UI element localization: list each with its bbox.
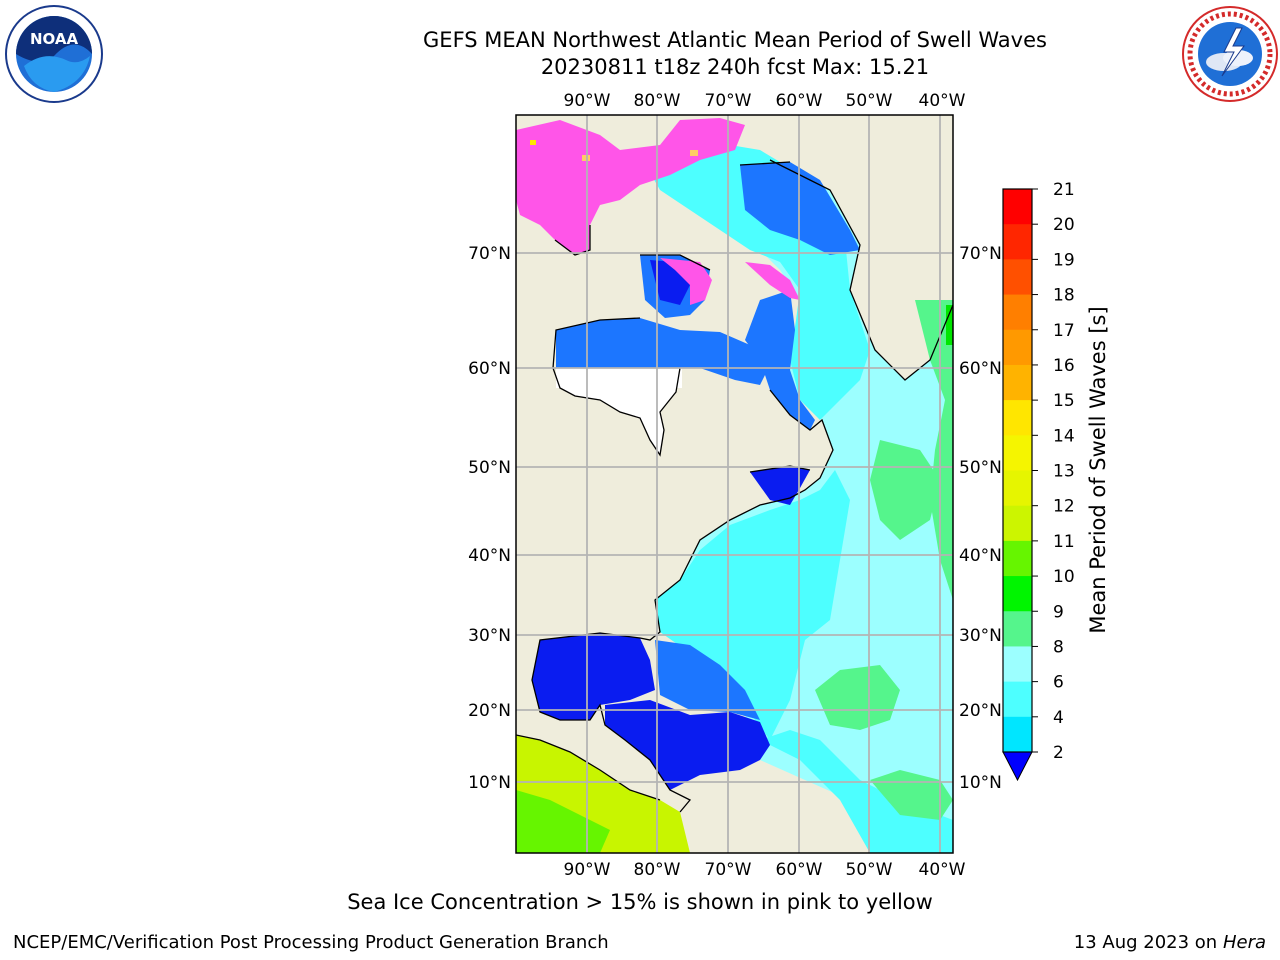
colorbar-tick-label: 16 <box>1053 356 1075 376</box>
lon-label: 60°W <box>776 91 823 111</box>
colorbar-tick-label: 13 <box>1053 462 1075 482</box>
ocean-cyan-west <box>655 470 850 740</box>
colorbar-segment <box>1003 329 1032 366</box>
labrador-coast-blue <box>745 290 815 430</box>
lat-label: 40°N <box>468 546 511 566</box>
right-lat-labels: 70°N 60°N 50°N 40°N 30°N 20°N 10°N <box>959 244 1002 793</box>
bottom-lon-labels: 90°W 80°W 70°W 60°W 50°W 40°W <box>564 860 966 880</box>
nws-logo <box>1182 6 1278 102</box>
colorbar-segment <box>1003 189 1032 225</box>
lon-label: 50°W <box>846 91 893 111</box>
colorbar-tick-label: 4 <box>1053 708 1064 728</box>
lon-label: 70°W <box>705 91 752 111</box>
top-lon-labels: 90°W 80°W 70°W 60°W 50°W 40°W <box>564 91 966 111</box>
colorbar: 21 20 19 18 17 16 15 14 13 12 11 10 9 8 6 4 2 <box>1002 180 1075 782</box>
lat-label: 10°N <box>468 773 511 793</box>
lon-label: 50°W <box>846 860 893 880</box>
lon-label: 40°W <box>919 91 966 111</box>
colorbar-segment <box>1003 505 1032 542</box>
bahamas-medblue <box>655 640 760 720</box>
footer-credit: NCEP/EMC/Verification Post Processing Pr… <box>13 932 609 953</box>
colorbar-segment <box>1003 400 1032 436</box>
colorbar-segment <box>1003 364 1032 401</box>
chart-subtitle: 20230811 t18z 240h fcst Max: 15.21 <box>540 55 930 79</box>
foxe-ice-pink <box>660 258 712 305</box>
colorbar-tick-label: 20 <box>1053 215 1075 235</box>
labrador-ice-pink <box>745 262 800 300</box>
colorbar-tick-label: 15 <box>1053 391 1075 411</box>
colorbar-segment <box>1003 435 1032 471</box>
lat-label: 50°N <box>468 458 511 478</box>
ocean-green-east <box>915 300 953 600</box>
lat-label: 40°N <box>959 546 1002 566</box>
footer-date-text: 13 Aug 2023 on <box>1073 932 1218 953</box>
colorbar-tick-label: 17 <box>1053 321 1075 341</box>
lon-label: 80°W <box>634 91 681 111</box>
colorbar-label: Mean Period of Swell Waves [s] <box>1086 306 1110 633</box>
noaa-logo: NOAA <box>5 5 103 103</box>
lon-label: 90°W <box>564 860 611 880</box>
lat-label: 20°N <box>468 701 511 721</box>
colorbar-segment <box>1003 294 1032 331</box>
graticule <box>516 115 953 853</box>
sea-ice-note: Sea Ice Concentration > 15% is shown in … <box>347 890 933 914</box>
colorbar-segment <box>1003 716 1032 753</box>
lat-label: 30°N <box>468 626 511 646</box>
colorbar-extension <box>1002 751 1033 782</box>
colorbar-tick-label: 2 <box>1053 743 1064 763</box>
lat-label: 20°N <box>959 701 1002 721</box>
lat-label: 10°N <box>959 773 1002 793</box>
colorbar-tick-label: 6 <box>1053 673 1064 693</box>
ocean-green-mid <box>870 440 940 540</box>
colorbar-tick-label: 18 <box>1053 286 1075 306</box>
lon-label: 40°W <box>919 860 966 880</box>
lon-label: 90°W <box>564 91 611 111</box>
colorbar-tick-label: 14 <box>1053 426 1075 446</box>
lon-label: 60°W <box>776 860 823 880</box>
lat-label: 30°N <box>959 626 1002 646</box>
gulf-of-mexico-blue <box>532 633 655 720</box>
colorbar-segment <box>1003 611 1032 647</box>
baffin-bay-blue <box>740 162 860 255</box>
colorbar-segment <box>1003 646 1032 683</box>
colorbar-segment <box>1003 681 1032 718</box>
colorbar-segment <box>1003 576 1032 612</box>
lat-label: 50°N <box>959 458 1002 478</box>
colorbar-segment <box>1003 224 1032 260</box>
footer-date: 13 Aug 2023 on Hera <box>1074 932 1266 953</box>
lon-label: 70°W <box>705 860 752 880</box>
colorbar-tick-label: 10 <box>1053 567 1075 587</box>
colorbar-tick-label: 11 <box>1053 532 1075 552</box>
colorbar-segment <box>1003 540 1032 577</box>
ocean-green-central <box>815 665 900 730</box>
left-lat-labels: 70°N 60°N 50°N 40°N 30°N 20°N 10°N <box>468 244 511 793</box>
lat-label: 70°N <box>959 244 1002 264</box>
colorbar-tick-label: 8 <box>1053 637 1064 657</box>
colorbar-tick-label: 12 <box>1053 497 1075 517</box>
map-frame <box>515 114 954 854</box>
ocean-bright-green <box>946 305 953 345</box>
lon-label: 80°W <box>634 860 681 880</box>
lat-label: 60°N <box>959 359 1002 379</box>
colorbar-segment <box>1003 259 1032 296</box>
arctic-ice-pink <box>516 118 745 255</box>
coastlines <box>516 159 953 813</box>
colorbar-tick-label: 19 <box>1053 250 1075 270</box>
colorbar-tick-label: 21 <box>1053 180 1075 200</box>
chart-title: GEFS MEAN Northwest Atlantic Mean Period… <box>423 28 1047 52</box>
colorbar-segment <box>1003 470 1032 507</box>
svg-text:NOAA: NOAA <box>30 30 79 48</box>
ocean-cyan-south <box>760 730 953 853</box>
footer-machine: Hera <box>1222 932 1266 953</box>
colorbar-tick-label: 9 <box>1053 602 1064 622</box>
lat-label: 70°N <box>468 244 511 264</box>
lat-label: 60°N <box>468 359 511 379</box>
